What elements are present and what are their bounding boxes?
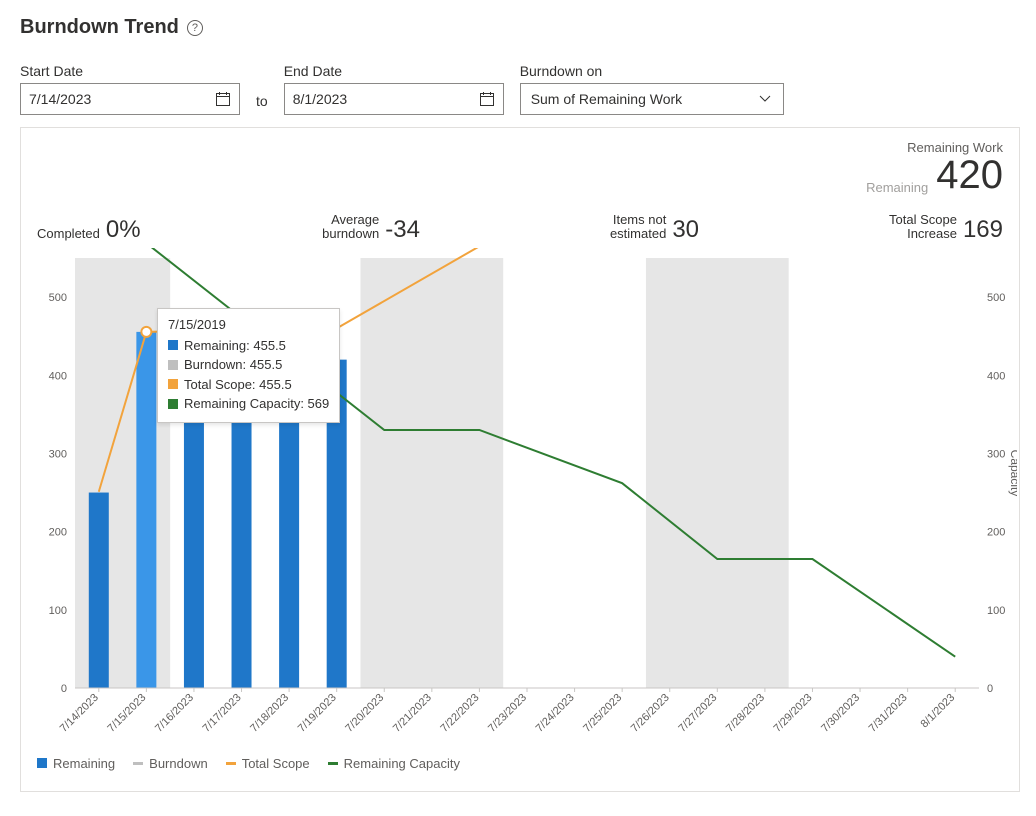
svg-text:7/25/2023: 7/25/2023	[581, 691, 624, 734]
svg-text:200: 200	[49, 526, 67, 538]
svg-text:0: 0	[987, 683, 993, 695]
svg-text:7/26/2023: 7/26/2023	[629, 691, 672, 734]
burndown-on-label: Burndown on	[520, 63, 784, 79]
svg-text:400: 400	[987, 370, 1005, 382]
svg-text:7/28/2023: 7/28/2023	[724, 691, 767, 734]
svg-text:8/1/2023: 8/1/2023	[919, 691, 958, 730]
swatch-icon	[37, 758, 47, 768]
legend-capacity: Remaining Capacity	[328, 756, 460, 771]
end-date-label: End Date	[284, 63, 504, 79]
filter-bar: Start Date 7/14/2023 to End Date 8/1/202…	[20, 63, 1020, 115]
swatch-icon	[328, 762, 338, 765]
chevron-down-icon	[759, 93, 771, 105]
legend-burndown: Burndown	[133, 756, 208, 771]
end-date-value: 8/1/2023	[293, 91, 471, 107]
svg-text:100: 100	[987, 604, 1005, 616]
svg-text:300: 300	[987, 448, 1005, 460]
burndown-on-dropdown[interactable]: Sum of Remaining Work	[520, 83, 784, 115]
calendar-icon	[479, 91, 495, 107]
svg-text:500: 500	[49, 292, 67, 304]
svg-text:7/16/2023: 7/16/2023	[153, 691, 196, 734]
svg-text:200: 200	[987, 526, 1005, 538]
svg-text:7/14/2023: 7/14/2023	[58, 691, 101, 734]
svg-text:7/31/2023: 7/31/2023	[867, 691, 910, 734]
svg-text:7/19/2023: 7/19/2023	[296, 691, 339, 734]
svg-text:7/27/2023: 7/27/2023	[676, 691, 719, 734]
svg-text:7/15/2023: 7/15/2023	[105, 691, 148, 734]
chart-legend: Remaining Burndown Total Scope Remaining…	[37, 748, 1003, 771]
remaining-work-subtitle: Remaining	[866, 180, 928, 195]
to-text: to	[256, 93, 268, 115]
svg-text:7/24/2023: 7/24/2023	[534, 691, 577, 734]
completed-value: 0%	[106, 218, 141, 242]
start-date-label: Start Date	[20, 63, 240, 79]
chart-tooltip: 7/15/2019 Remaining: 455.5Burndown: 455.…	[157, 308, 340, 423]
total-scope-increase-value: 169	[963, 218, 1003, 242]
remaining-work-title: Remaining Work	[37, 140, 1003, 155]
avg-burndown-label: Averageburndown	[322, 213, 379, 242]
svg-text:Capacity: Capacity	[1008, 449, 1017, 496]
swatch-icon	[226, 762, 236, 765]
calendar-icon	[215, 91, 231, 107]
svg-text:7/29/2023: 7/29/2023	[772, 691, 815, 734]
svg-text:0: 0	[61, 683, 67, 695]
svg-text:400: 400	[49, 370, 67, 382]
items-not-estimated-value: 30	[672, 218, 699, 242]
legend-total-scope: Total Scope	[226, 756, 310, 771]
help-icon[interactable]: ?	[187, 20, 203, 36]
end-date-input[interactable]: 8/1/2023	[284, 83, 504, 115]
svg-text:100: 100	[49, 604, 67, 616]
swatch-icon	[133, 762, 143, 765]
chart-card: Remaining Work Remaining 420 Completed 0…	[20, 127, 1020, 792]
svg-text:7/22/2023: 7/22/2023	[438, 691, 481, 734]
svg-text:7/30/2023: 7/30/2023	[819, 691, 862, 734]
burndown-on-value: Sum of Remaining Work	[531, 91, 759, 107]
page-title: Burndown Trend	[20, 16, 179, 39]
burndown-chart: 0 100 200 300 400 500 0 100 200 300 400 500 Capacity…	[37, 248, 1017, 748]
avg-burndown-value: -34	[385, 218, 420, 242]
svg-text:7/23/2023: 7/23/2023	[486, 691, 529, 734]
svg-text:500: 500	[987, 292, 1005, 304]
svg-text:7/20/2023: 7/20/2023	[343, 691, 386, 734]
svg-text:300: 300	[49, 448, 67, 460]
items-not-estimated-label: Items notestimated	[610, 213, 666, 242]
start-date-value: 7/14/2023	[29, 91, 207, 107]
tooltip-date: 7/15/2019	[168, 317, 329, 332]
svg-text:7/17/2023: 7/17/2023	[201, 691, 244, 734]
legend-remaining: Remaining	[37, 756, 115, 771]
start-date-input[interactable]: 7/14/2023	[20, 83, 240, 115]
svg-text:7/21/2023: 7/21/2023	[391, 691, 434, 734]
remaining-work-value: 420	[936, 155, 1003, 195]
svg-text:7/18/2023: 7/18/2023	[248, 691, 291, 734]
completed-label: Completed	[37, 227, 100, 241]
total-scope-increase-label: Total ScopeIncrease	[889, 213, 957, 242]
